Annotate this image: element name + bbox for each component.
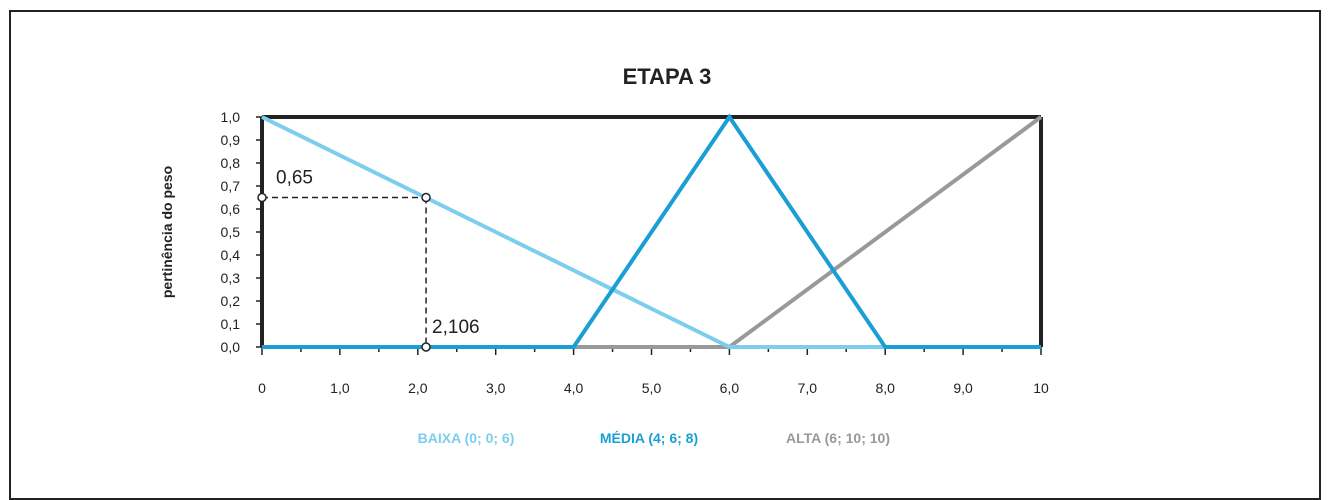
x-tick-label: 10 — [1033, 380, 1049, 396]
annotation-marker-2 — [421, 342, 431, 352]
y-tick-label: 0,4 — [221, 247, 241, 263]
y-tick-label: 0,2 — [221, 293, 241, 309]
x-tick-label: 2,0 — [408, 380, 428, 396]
x-tick-label: 4,0 — [564, 380, 584, 396]
chart-title: ETAPA 3 — [623, 64, 712, 89]
x-tick-label: 6,0 — [720, 380, 740, 396]
x-tick-label: 7,0 — [798, 380, 818, 396]
y-tick-label: 0,6 — [221, 201, 241, 217]
x-tick-label: 9,0 — [953, 380, 973, 396]
y-axis-label: pertinência do peso — [159, 166, 175, 298]
plot-area: 0,0 0,1 0,2 0,3 0,4 0,5 0,6 0,7 0,8 0,9 1,0 0 1,0 2,0… — [221, 109, 1049, 396]
x-tick-label: 8,0 — [875, 380, 895, 396]
y-tick-label: 0,3 — [221, 270, 241, 286]
annotation-x-value: 2,106 — [432, 317, 480, 338]
annotation-y-value: 0,65 — [276, 168, 313, 189]
legend: BAIXA (0; 0; 6) MÉDIA (4; 6; 8) ALTA (6; 1… — [418, 430, 890, 446]
x-tick-label: 1,0 — [330, 380, 350, 396]
y-tick-label: 0,1 — [221, 316, 241, 332]
y-tick-label: 0,9 — [221, 132, 241, 148]
x-tick-label: 5,0 — [642, 380, 662, 396]
y-tick-label: 1,0 — [221, 109, 241, 125]
annotation-marker-0 — [257, 192, 267, 203]
x-tick-label: 3,0 — [486, 380, 506, 396]
y-tick-label: 0,8 — [221, 155, 241, 171]
y-tick-label: 0,0 — [221, 339, 241, 355]
x-tick-label: 0 — [258, 380, 266, 396]
legend-item-2: ALTA (6; 10; 10) — [786, 430, 890, 446]
y-tick-label: 0,7 — [221, 178, 241, 194]
chart-svg: ETAPA 3 pertinência do peso 0,0 0,1 0,2 0,3… — [159, 64, 1049, 446]
annotation-marker-1 — [421, 192, 431, 203]
legend-item-0: BAIXA (0; 0; 6) — [418, 430, 515, 446]
y-tick-label: 0,5 — [221, 224, 241, 240]
series-line-1 — [262, 113, 1041, 349]
legend-item-1: MÉDIA (4; 6; 8) — [600, 430, 698, 446]
